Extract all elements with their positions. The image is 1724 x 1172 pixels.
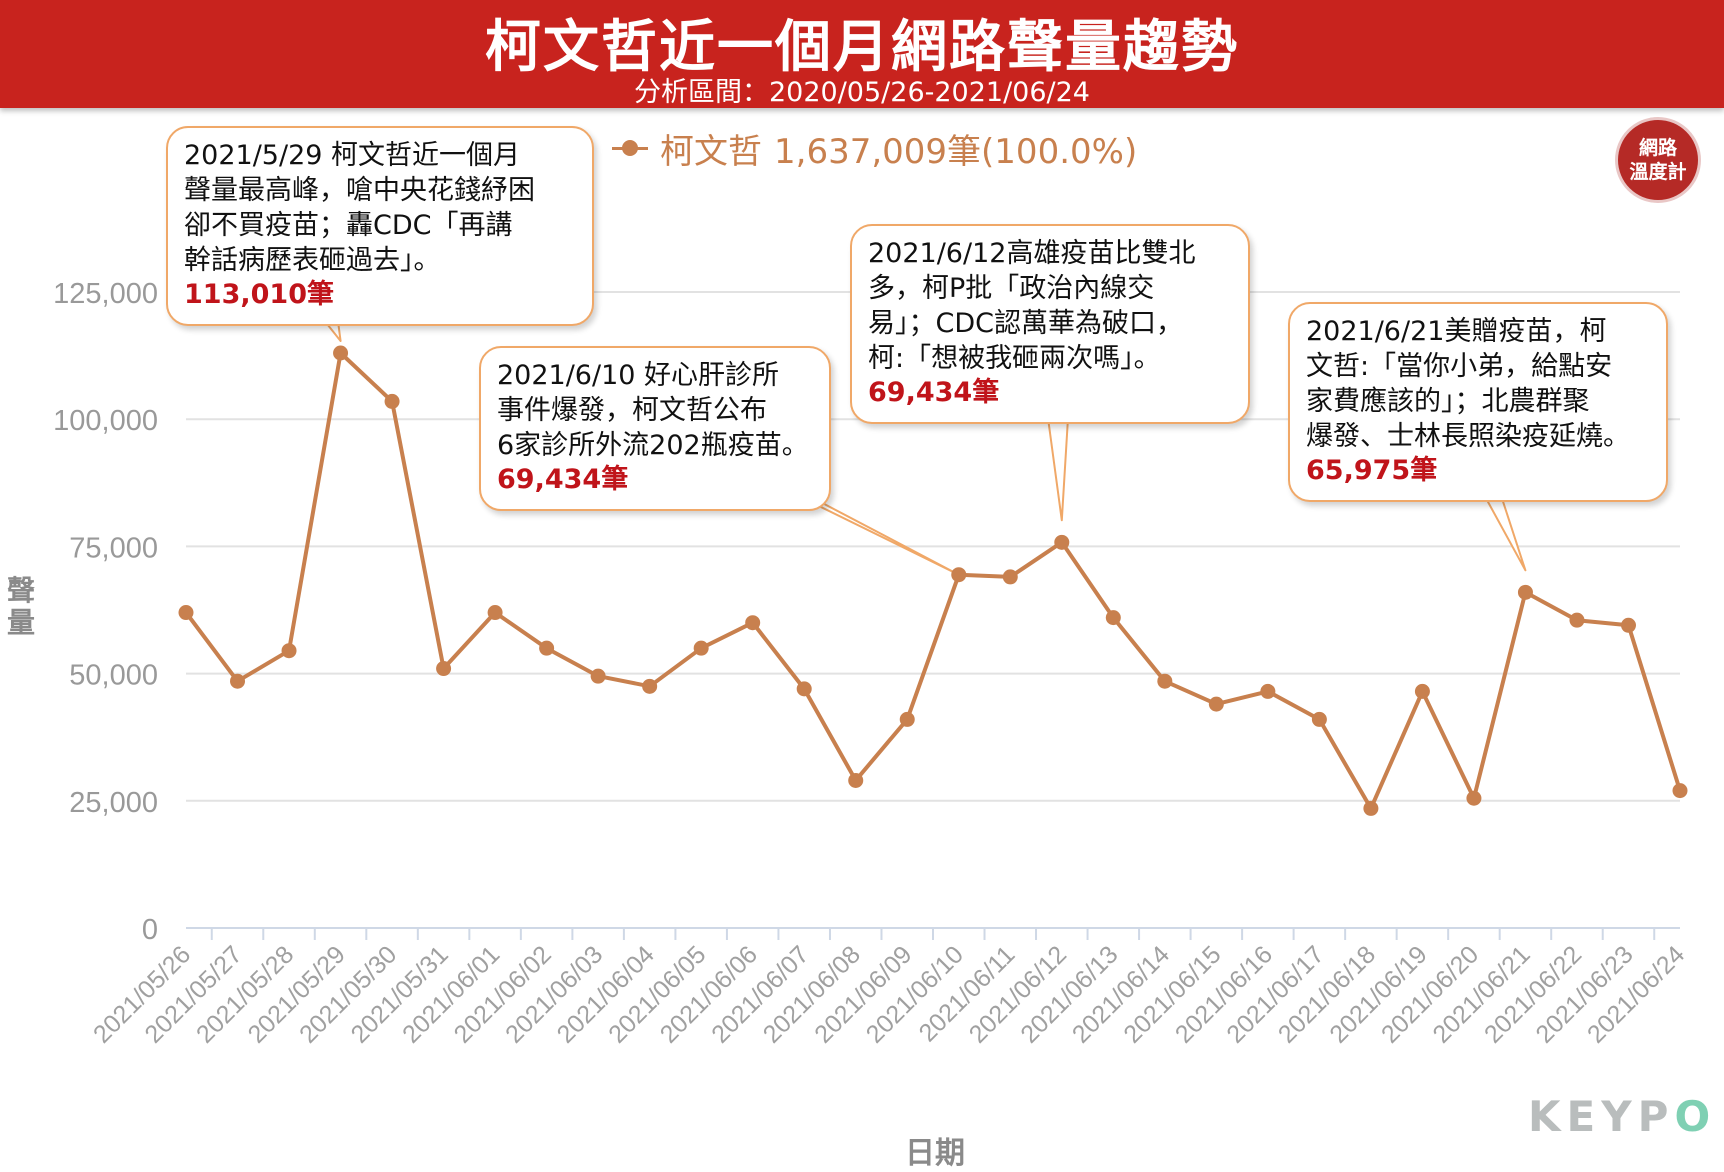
data-point (1260, 683, 1276, 699)
callout-value: 65,975筆 (1306, 455, 1438, 486)
x-axis (186, 927, 1680, 940)
series-points (178, 345, 1688, 816)
y-tick-label: 25,000 (69, 787, 158, 819)
header-banner: 柯文哲近一個月網路聲量趨勢 分析區間：2020/05/26-2021/06/24 (0, 0, 1724, 108)
legend: 柯文哲 1,637,009筆(100.0%) (612, 124, 1137, 172)
data-point (487, 605, 503, 621)
data-point (1311, 711, 1327, 727)
callout-value: 113,010筆 (184, 279, 334, 310)
data-point (1208, 696, 1224, 712)
data-point (1672, 783, 1688, 799)
y-tick-label: 50,000 (69, 660, 158, 692)
y-tick-label: 125,000 (53, 278, 158, 310)
callout-2021-06-10: 2021/6/10 好心肝診所 事件爆發，柯文哲公布 6家診所外流202瓶疫苗。… (479, 346, 831, 511)
page-subtitle: 分析區間：2020/05/26-2021/06/24 (634, 77, 1090, 108)
data-point (848, 772, 864, 788)
series-line-group (184, 351, 1682, 811)
data-point (590, 668, 606, 684)
network-thermometer-logo: 網路 溫度計 (1618, 120, 1698, 200)
badge-line-1: 網路 (1638, 137, 1677, 159)
page-title: 柯文哲近一個月網路聲量趨勢 (485, 15, 1239, 80)
data-point (1157, 673, 1173, 689)
data-point (281, 643, 297, 659)
data-point (745, 615, 761, 631)
watermark-prefix: KEYP (1528, 1092, 1675, 1141)
legend-series-summary: 1,637,009筆(100.0%) (774, 131, 1138, 172)
callout-text: 2021/6/21美贈疫苗，柯 文哲:「當你小弟，給點安 家費應該的」；北農群聚… (1306, 316, 1630, 452)
legend-series-name: 柯文哲 (660, 131, 762, 172)
callout-2021-06-12: 2021/6/12高雄疫苗比雙北 多，柯P批「政治內線交 易」；CDC認萬華為破… (850, 224, 1250, 424)
watermark-suffix: O (1674, 1092, 1717, 1141)
data-point (333, 345, 349, 361)
callout-text: 2021/6/12高雄疫苗比雙北 多，柯P批「政治內線交 易」；CDC認萬華為破… (868, 238, 1196, 374)
data-point (1517, 584, 1533, 600)
y-tick-label: 0 (142, 914, 158, 946)
data-point (539, 640, 555, 656)
data-point (1620, 617, 1636, 633)
data-point (796, 681, 812, 697)
callout-2021-06-21: 2021/6/21美贈疫苗，柯 文哲:「當你小弟，給點安 家費應該的」；北農群聚… (1288, 302, 1668, 502)
data-point (384, 393, 400, 409)
data-point (1414, 683, 1430, 699)
legend-marker-icon (612, 138, 648, 158)
callout-2021-05-29: 2021/5/29 柯文哲近一個月 聲量最高峰，嗆中央花錢紓困 卻不買疫苗；轟C… (166, 126, 594, 326)
data-point (899, 711, 915, 727)
badge-line-2: 溫度計 (1629, 161, 1687, 183)
x-axis-label: 日期 (905, 1136, 965, 1171)
callout-value: 69,434筆 (868, 377, 1000, 408)
keypo-watermark: KEYPO (1528, 1092, 1716, 1141)
data-point (693, 640, 709, 656)
data-point (1569, 612, 1585, 628)
data-point (230, 673, 246, 689)
data-point (1105, 610, 1121, 626)
callout-text: 2021/6/10 好心肝診所 事件爆發，柯文哲公布 6家診所外流202瓶疫苗。 (497, 360, 809, 461)
y-tick-label: 100,000 (53, 405, 158, 437)
callout-leader (1047, 417, 1069, 522)
y-tick-label: 75,000 (69, 532, 158, 564)
data-point (436, 661, 452, 677)
data-point (178, 605, 194, 621)
data-point (1054, 534, 1070, 550)
data-point (1363, 800, 1379, 816)
series-line (184, 351, 1682, 811)
data-point (1002, 569, 1018, 585)
callout-value: 69,434筆 (497, 464, 629, 495)
y-axis-label: 聲量 (6, 574, 35, 639)
data-point (951, 567, 967, 583)
data-point (642, 678, 658, 694)
callout-text: 2021/5/29 柯文哲近一個月 聲量最高峰，嗆中央花錢紓困 卻不買疫苗；轟C… (184, 140, 535, 276)
data-point (1466, 790, 1482, 806)
x-tick-labels: 2021/05/262021/05/272021/05/282021/05/29… (88, 940, 1690, 1048)
y-tick-labels: 0 25,000 50,000 75,000 100,000 125,000 (53, 278, 158, 946)
